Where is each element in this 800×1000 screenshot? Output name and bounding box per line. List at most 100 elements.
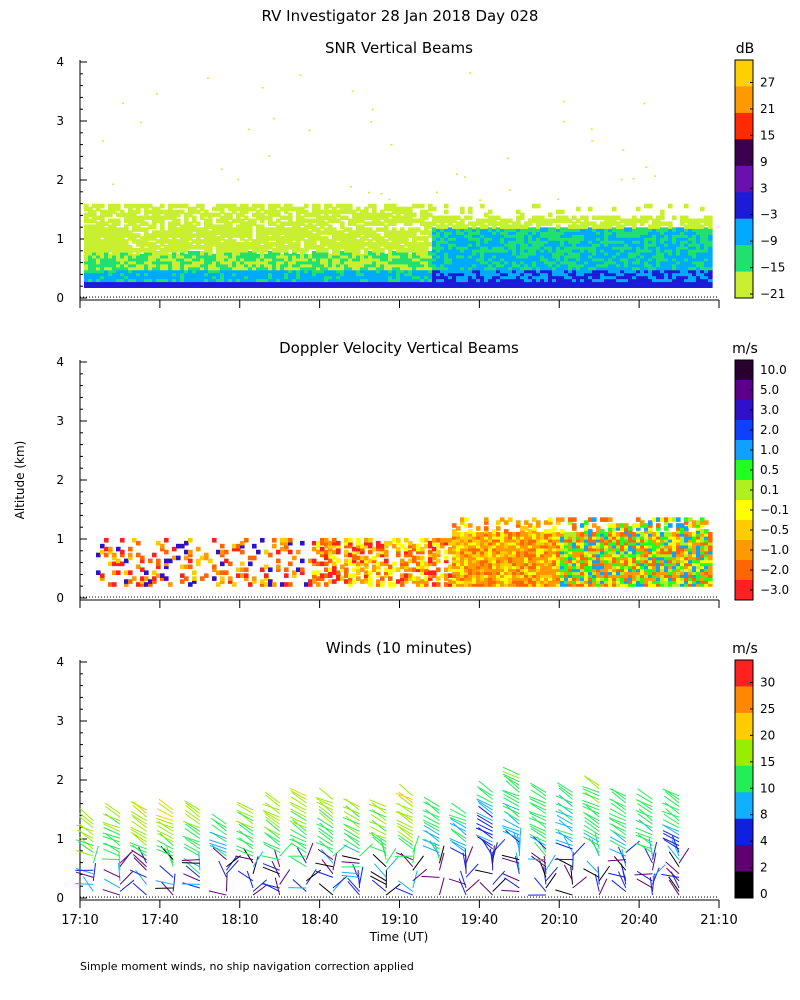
snr-cell <box>684 280 689 286</box>
doppler-cell <box>444 555 449 561</box>
doppler-cell <box>348 579 353 584</box>
doppler-cell <box>120 561 125 567</box>
snr-cell <box>392 265 397 271</box>
snr-cell <box>124 233 129 238</box>
snr-cell <box>556 209 561 215</box>
snr-cell <box>260 245 265 250</box>
snr-cell <box>148 265 153 271</box>
snr-cell <box>608 262 613 268</box>
doppler-cell <box>372 558 377 564</box>
snr-cell <box>456 245 461 250</box>
snr-cell <box>192 265 197 271</box>
snr-cell <box>88 262 93 268</box>
snr-cell <box>232 242 237 247</box>
snr-cell <box>688 218 693 224</box>
doppler-cell <box>352 561 357 567</box>
snr-cell <box>168 256 173 262</box>
snr-cell <box>236 218 241 224</box>
snr-cell <box>300 274 305 280</box>
snr-speckle <box>112 183 115 186</box>
snr-cell <box>484 247 489 253</box>
snr-cell <box>548 233 553 238</box>
snr-cell <box>272 250 277 256</box>
snr-cell <box>404 274 409 280</box>
snr-cell <box>620 271 625 277</box>
doppler-cell <box>416 546 421 552</box>
snr-cell <box>128 218 133 224</box>
colorbar-label: −2.0 <box>760 563 789 577</box>
doppler-cell <box>400 543 405 549</box>
snr-cell <box>88 277 93 283</box>
snr-cell <box>328 280 333 286</box>
snr-cell <box>228 259 233 265</box>
snr-cell <box>412 245 417 250</box>
snr-cell <box>244 274 249 280</box>
doppler-cell <box>428 573 433 578</box>
snr-cell <box>344 236 349 241</box>
snr-cell <box>424 259 429 265</box>
snr-cell <box>384 268 389 274</box>
snr-cell <box>244 206 249 212</box>
doppler-cell <box>332 561 337 567</box>
snr-cell <box>572 230 577 235</box>
snr-cell <box>464 274 469 280</box>
snr-cell <box>660 277 665 283</box>
snr-cell <box>588 259 593 265</box>
snr-cell <box>104 230 109 235</box>
doppler-cell <box>584 555 589 561</box>
snr-cell <box>472 242 477 247</box>
snr-cell <box>484 274 489 280</box>
doppler-cell <box>424 582 429 587</box>
snr-cell <box>240 265 245 271</box>
doppler-cell <box>220 579 225 584</box>
snr-cell <box>176 245 181 250</box>
doppler-cell <box>196 558 201 564</box>
snr-cell <box>648 253 653 259</box>
doppler-cell <box>312 570 317 575</box>
doppler-cell <box>408 567 413 573</box>
snr-cell <box>644 271 649 277</box>
snr-cell <box>364 221 369 227</box>
snr-cell <box>504 280 509 286</box>
doppler-cell <box>556 582 561 587</box>
colorbar-swatch <box>735 192 753 220</box>
snr-speckle <box>370 121 373 123</box>
doppler-cell <box>524 579 529 584</box>
snr-cell <box>456 247 461 253</box>
snr-cell <box>236 206 241 212</box>
snr-cell <box>244 247 249 253</box>
snr-cell <box>440 233 445 238</box>
doppler-cell <box>452 552 457 558</box>
snr-cell <box>348 253 353 259</box>
doppler-cell <box>440 537 445 543</box>
snr-cell <box>484 218 489 224</box>
snr-speckle <box>645 166 648 169</box>
snr-cell <box>552 236 557 241</box>
doppler-cell <box>472 570 477 575</box>
snr-cell <box>416 245 421 250</box>
snr-cell <box>408 256 413 262</box>
doppler-cell <box>464 532 469 537</box>
doppler-cell <box>364 561 369 567</box>
snr-cell <box>236 233 241 238</box>
snr-cell <box>608 247 613 253</box>
snr-cell <box>600 262 605 268</box>
doppler-cell <box>524 546 529 552</box>
snr-cell <box>672 271 677 277</box>
snr-cell <box>564 280 569 286</box>
snr-cell <box>212 236 217 241</box>
snr-cell <box>112 218 117 224</box>
snr-cell <box>352 230 357 235</box>
doppler-cell <box>328 567 333 573</box>
snr-cell <box>168 203 173 209</box>
snr-cell <box>492 236 497 241</box>
snr-cell <box>536 256 541 262</box>
doppler-cell <box>480 535 485 540</box>
snr-cell <box>604 215 609 221</box>
snr-cell <box>152 224 157 229</box>
snr-cell <box>612 277 617 283</box>
snr-cell <box>500 262 505 268</box>
snr-panel-title: SNR Vertical Beams <box>325 39 473 57</box>
doppler-cell <box>584 552 589 558</box>
snr-cell <box>676 236 681 241</box>
